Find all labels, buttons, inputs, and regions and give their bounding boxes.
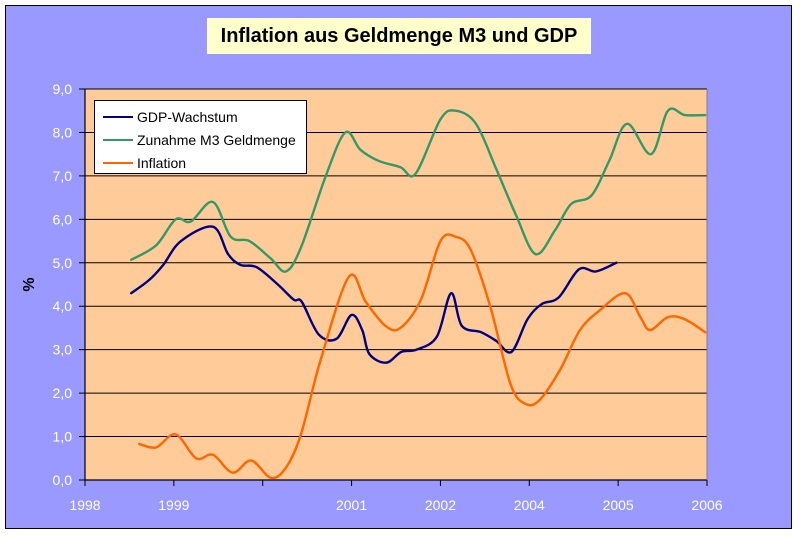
y-tick-label: 5,0 <box>53 255 73 271</box>
legend-swatch-m3 <box>103 138 133 141</box>
x-tick-labels: 1998 1999 2001 2002 2004 2005 2006 <box>69 480 723 513</box>
axes <box>84 89 708 481</box>
legend-item-inflation: Inflation <box>95 151 306 174</box>
y-tick-label: 1,0 <box>53 429 73 445</box>
y-tick-label: 3,0 <box>53 342 73 358</box>
x-tick-label: 1999 <box>158 497 189 513</box>
x-tick-label: 2004 <box>514 497 545 513</box>
legend-swatch-inflation <box>103 161 133 164</box>
x-tick-label: 2001 <box>336 497 367 513</box>
legend-item-m3: Zunahme M3 Geldmenge <box>95 128 306 151</box>
legend-swatch-gdp <box>103 115 133 118</box>
chart-title-box: Inflation aus Geldmenge M3 und GDP <box>207 18 591 54</box>
legend-label-m3: Zunahme M3 Geldmenge <box>137 131 296 148</box>
x-tick-label: 2006 <box>691 497 722 513</box>
y-tick-label: 7,0 <box>53 168 73 184</box>
x-tick-label: 2005 <box>603 497 634 513</box>
x-tick-label: 2002 <box>425 497 456 513</box>
legend-label-inflation: Inflation <box>137 154 187 171</box>
legend: GDP-Wachstum Zunahme M3 Geldmenge Inflat… <box>94 100 307 174</box>
y-tick-label: 0,0 <box>53 472 73 488</box>
y-tick-label: 9,0 <box>53 81 73 97</box>
gridlines <box>85 88 707 438</box>
legend-label-gdp: GDP-Wachstum <box>137 108 238 125</box>
y-tick-labels: 0,0 1,0 2,0 3,0 4,0 5,0 6,0 7,0 8,0 9,0 <box>53 81 85 488</box>
y-tick-label: 8,0 <box>53 124 73 140</box>
series-line-inflation <box>138 233 707 480</box>
x-tick-label: 1998 <box>69 497 100 513</box>
y-tick-label: 6,0 <box>53 211 73 227</box>
legend-item-gdp: GDP-Wachstum <box>95 105 306 128</box>
y-axis-label: % <box>21 277 38 291</box>
chart-title: Inflation aus Geldmenge M3 und GDP <box>220 24 578 47</box>
series-lines <box>130 107 707 480</box>
y-tick-label: 4,0 <box>53 298 73 314</box>
y-tick-label: 2,0 <box>53 385 73 401</box>
